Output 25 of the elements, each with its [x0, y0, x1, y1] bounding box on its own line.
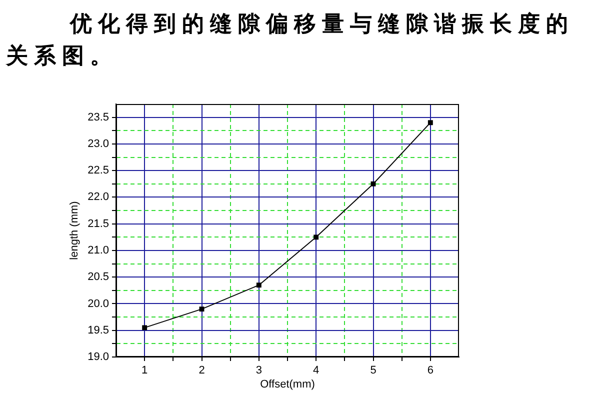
x-tick-label: 3 — [256, 364, 262, 377]
y-tick-label: 22.5 — [88, 164, 109, 177]
point — [199, 306, 204, 312]
x-tick-label: 6 — [427, 364, 434, 377]
x-tick-label: 2 — [198, 364, 205, 377]
y-tick-label: 22.0 — [88, 191, 109, 204]
y-tick-label: 19.5 — [88, 324, 109, 336]
y-axis-title: length (mm) — [68, 201, 81, 260]
y-tick-label: 21.0 — [88, 244, 109, 257]
x-tick-label: 1 — [142, 364, 148, 377]
x-tick-label: 5 — [370, 364, 376, 377]
point — [314, 234, 319, 240]
point — [256, 282, 262, 288]
y-tick-label: 21.5 — [88, 218, 109, 230]
point — [370, 181, 376, 186]
y-tick-label: 20.5 — [88, 271, 109, 284]
chart-title: 优化得到的缝隙偏移量与缝隙谐振长度的关系图。 — [6, 10, 575, 71]
y-tick-label: 23.5 — [88, 111, 109, 124]
y-tick-label: 19.0 — [88, 351, 109, 364]
x-tick-label: 4 — [313, 364, 320, 377]
y-tick-label: 20.0 — [88, 298, 109, 310]
x-axis-title: Offset(mm) — [260, 378, 315, 390]
point — [428, 120, 433, 126]
point — [142, 325, 148, 330]
y-tick-label: 23.0 — [88, 138, 109, 150]
